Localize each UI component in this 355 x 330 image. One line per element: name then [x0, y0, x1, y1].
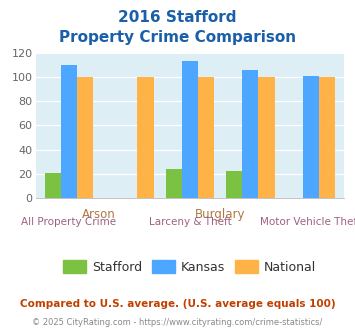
Bar	[182, 61, 198, 198]
Bar	[226, 171, 242, 198]
Bar	[137, 77, 154, 198]
Text: Motor Vehicle Theft: Motor Vehicle Theft	[260, 217, 355, 227]
Text: Property Crime Comparison: Property Crime Comparison	[59, 30, 296, 45]
Legend: Stafford, Kansas, National: Stafford, Kansas, National	[59, 255, 321, 279]
Text: Burglary: Burglary	[195, 208, 245, 221]
Bar	[166, 169, 182, 198]
Text: Larceny & Theft: Larceny & Theft	[148, 217, 231, 227]
Text: All Property Crime: All Property Crime	[21, 217, 116, 227]
Text: © 2025 CityRating.com - https://www.cityrating.com/crime-statistics/: © 2025 CityRating.com - https://www.city…	[32, 318, 323, 327]
Bar	[303, 76, 319, 198]
Text: Arson: Arson	[82, 208, 116, 221]
Bar	[45, 173, 61, 198]
Bar	[77, 77, 93, 198]
Bar	[242, 70, 258, 198]
Bar	[319, 77, 335, 198]
Bar	[198, 77, 214, 198]
Text: 2016 Stafford: 2016 Stafford	[118, 10, 237, 25]
Bar	[61, 65, 77, 198]
Bar	[258, 77, 275, 198]
Text: Compared to U.S. average. (U.S. average equals 100): Compared to U.S. average. (U.S. average …	[20, 299, 335, 309]
